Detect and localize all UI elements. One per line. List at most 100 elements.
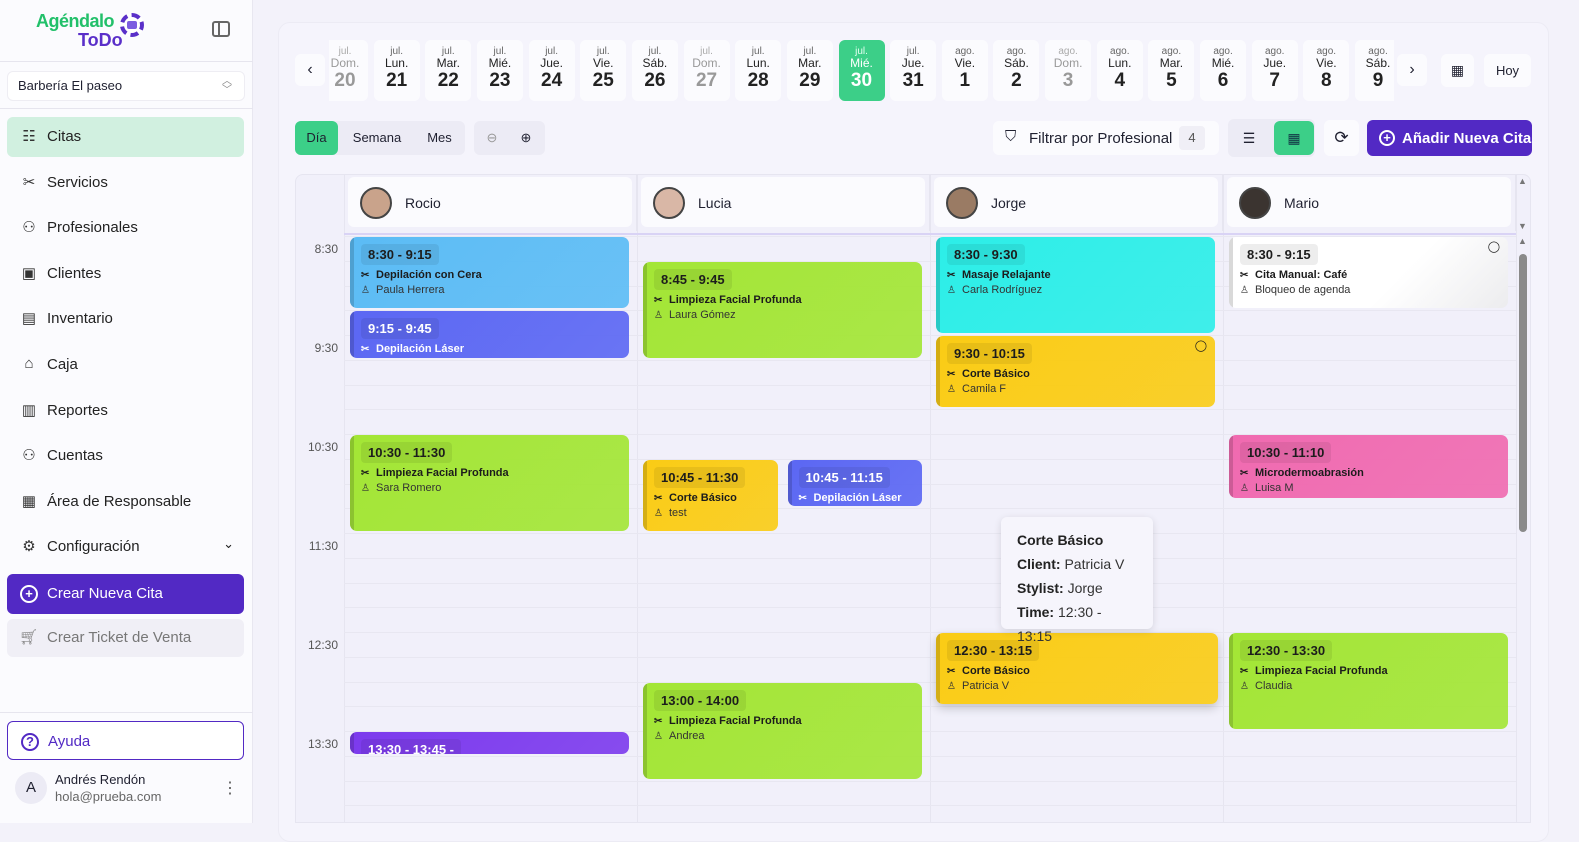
date-item[interactable]: jul. Mar. 22 xyxy=(425,40,472,101)
logo-text-1: Agéndalo xyxy=(36,11,115,31)
appointment-time: 13:00 - 14:00 xyxy=(654,689,747,711)
date-item[interactable]: ago. Sáb. 9 xyxy=(1355,40,1394,101)
grid-line xyxy=(344,582,1516,584)
grid-line xyxy=(344,731,1516,732)
date-item[interactable]: jul. Jue. 31 xyxy=(890,40,937,101)
date-item[interactable]: ago. Vie. 1 xyxy=(941,40,988,101)
appointment-time: 13:30 - 13:45 - xyxy=(361,739,461,754)
date-item[interactable]: ago. Jue. 7 xyxy=(1251,40,1298,101)
appointment-time: 10:45 - 11:15 xyxy=(798,466,890,488)
appointment-card[interactable]: 10:45 - 11:30 ✂ Corte Básico ♙ test xyxy=(643,459,778,531)
appointment-accent-bar xyxy=(936,633,940,705)
appointment-card[interactable]: 9:30 - 10:15 ✂ Corte Básico ♙ Camila F ◯ xyxy=(936,336,1215,408)
sidebar-item-7[interactable]: ⚇ Cuentas xyxy=(7,436,244,476)
user-name: Andrés Rendón xyxy=(55,772,146,787)
date-weekday: Lun. xyxy=(746,56,770,70)
prev-dates-button[interactable]: ‹ xyxy=(295,54,325,86)
sidebar-item-9[interactable]: ⚙ Configuración ⌄ xyxy=(7,527,244,567)
appointment-card[interactable]: 8:30 - 9:30 ✂ Masaje Relajante ♙ Carla Rodrí… xyxy=(936,237,1215,333)
date-item[interactable]: ago. Mié. 6 xyxy=(1200,40,1247,101)
add-appointment-button[interactable]: + Añadir Nueva Cita xyxy=(1367,120,1532,156)
date-item[interactable]: ago. Lun. 4 xyxy=(1096,40,1143,101)
professional-header-card[interactable]: Jorge xyxy=(934,177,1218,227)
next-dates-button[interactable]: › xyxy=(1397,54,1427,86)
help-button[interactable]: ? Ayuda xyxy=(7,721,244,760)
zoom-out-icon[interactable]: ⊖ xyxy=(486,130,498,145)
date-item[interactable]: jul. Mié. 30 xyxy=(838,40,885,101)
appointment-card[interactable]: 13:30 - 13:45 - xyxy=(350,732,629,754)
date-weekday: Mar. xyxy=(436,56,460,70)
date-item[interactable]: jul. Lun. 21 xyxy=(373,40,420,101)
sidebar-item-label: Caja xyxy=(47,356,78,373)
appointment-card[interactable]: 13:00 - 14:00 ✂ Limpieza Facial Profunda ♙ A… xyxy=(643,682,922,779)
sidebar-toggle-icon[interactable] xyxy=(212,21,230,37)
branch-select[interactable]: Barbería El paseo ︿ ﹀ xyxy=(7,71,245,101)
time-label: 8:30 xyxy=(314,242,338,256)
view-month-button[interactable]: Mes xyxy=(427,130,452,145)
create-ticket-button[interactable]: 🛒︎ Crear Ticket de Venta xyxy=(7,619,244,657)
sidebar-item-label: Clientes xyxy=(47,264,102,282)
professional-header-card[interactable]: Rocio xyxy=(348,177,632,227)
client-name: test xyxy=(669,506,687,519)
sidebar-item-0[interactable]: ☷ Citas xyxy=(7,117,244,157)
date-item[interactable]: ago. Mar. 5 xyxy=(1148,40,1195,101)
scrollbar-thumb[interactable] xyxy=(1519,254,1527,532)
sidebar-item-3[interactable]: ▣ Clientes xyxy=(7,254,244,294)
today-button[interactable]: Hoy xyxy=(1484,54,1531,87)
zoom-in-icon[interactable]: ⊕ xyxy=(520,130,532,145)
date-item[interactable]: jul. Sáb. 26 xyxy=(631,40,678,101)
more-vertical-icon[interactable]: ⋮ xyxy=(222,780,238,797)
date-item[interactable]: jul. Mié. 23 xyxy=(476,40,523,101)
appointment-card[interactable]: 10:30 - 11:10 ✂ Microdermoabrasión ♙ Luisa M xyxy=(1229,435,1508,498)
appointment-card[interactable]: 10:30 - 11:30 ✂ Limpieza Facial Profunda ♙ S… xyxy=(350,435,629,531)
professional-header-card[interactable]: Lucia xyxy=(641,177,925,227)
list-view-icon[interactable]: ☰ xyxy=(1242,130,1256,146)
date-item[interactable]: jul. Mar. 29 xyxy=(786,40,833,101)
sidebar-item-1[interactable]: ✂ Servicios xyxy=(7,163,244,203)
sidebar-item-6[interactable]: ▥ Reportes xyxy=(7,391,244,431)
scissors-icon: ✂ xyxy=(654,294,663,306)
scissors-icon: ✂ xyxy=(361,270,370,281)
calendar-picker-icon[interactable]: ▦ xyxy=(1441,54,1474,87)
date-item[interactable]: ago. Vie. 8 xyxy=(1303,40,1350,101)
sidebar-item-4[interactable]: ▤ Inventario xyxy=(7,299,244,339)
scrollbar[interactable]: ▲ ▼ ▲ xyxy=(1518,176,1527,246)
appointment-card[interactable]: 12:30 - 13:30 ✂ Limpieza Facial Profunda ♙ C… xyxy=(1229,633,1508,729)
appointment-card[interactable]: 8:30 - 9:15 ✂ Cita Manual: Café ♙ Bloqueo de… xyxy=(1229,237,1508,309)
appointment-card[interactable]: 10:45 - 11:15 ✂ Depilación Láser xyxy=(787,459,922,507)
logo[interactable]: Agéndalo ToDo xyxy=(36,11,144,50)
date-item[interactable]: jul. Jue. 24 xyxy=(528,40,575,101)
comment-icon[interactable]: ◯ xyxy=(1487,241,1500,253)
appointment-time: 9:15 - 9:45 xyxy=(361,318,439,340)
date-weekday: Sáb. xyxy=(1004,56,1029,70)
date-item[interactable]: ago. Dom. 3 xyxy=(1045,40,1092,101)
refresh-icon[interactable]: ⟳ xyxy=(1324,120,1359,156)
divider xyxy=(0,61,253,62)
professional-header-card[interactable]: Mario xyxy=(1227,177,1511,227)
sidebar-item-8[interactable]: ▦ Área de Responsable xyxy=(7,482,244,522)
date-month: ago. xyxy=(1316,46,1337,57)
professional-header: Lucia xyxy=(637,175,930,231)
grid-line xyxy=(344,533,1516,534)
appointment-card[interactable]: 9:15 - 9:45 ✂ Depilación Láser xyxy=(350,311,629,358)
appointment-card[interactable]: 8:30 - 9:15 ✂ Depilación con Cera ♙ Paula He… xyxy=(350,237,629,309)
date-number: 20 xyxy=(334,70,356,91)
date-item[interactable]: jul. Dom. 27 xyxy=(683,40,730,101)
comment-icon[interactable]: ◯ xyxy=(1194,340,1207,352)
date-item[interactable]: jul. Lun. 28 xyxy=(735,40,782,101)
create-appointment-button[interactable]: + Crear Nueva Cita xyxy=(7,574,244,614)
sidebar-item-2[interactable]: ⚇ Profesionales xyxy=(7,208,244,248)
appointment-accent-bar xyxy=(1229,633,1233,729)
appointment-card[interactable]: 12:30 - 13:15 ✂ Corte Básico ♙ Patricia V xyxy=(936,633,1218,705)
calendar-view-icon[interactable]: ▦ xyxy=(1274,121,1314,155)
sidebar-item-5[interactable]: ⌂ Caja xyxy=(7,345,244,385)
view-week-button[interactable]: Semana xyxy=(352,130,402,145)
service-name: Corte Básico xyxy=(962,368,1030,380)
date-item[interactable]: jul. Dom. 20 xyxy=(329,40,368,101)
view-day-button[interactable]: Día xyxy=(295,121,338,155)
date-item[interactable]: jul. Vie. 25 xyxy=(580,40,627,101)
appointment-card[interactable]: 8:45 - 9:45 ✂ Limpieza Facial Profunda ♙ Lau… xyxy=(643,261,922,358)
user-icon: ♙ xyxy=(947,681,956,692)
date-item[interactable]: ago. Sáb. 2 xyxy=(993,40,1040,101)
filter-professional-button[interactable]: ⛉ Filtrar por Profesional 4 xyxy=(993,121,1219,155)
